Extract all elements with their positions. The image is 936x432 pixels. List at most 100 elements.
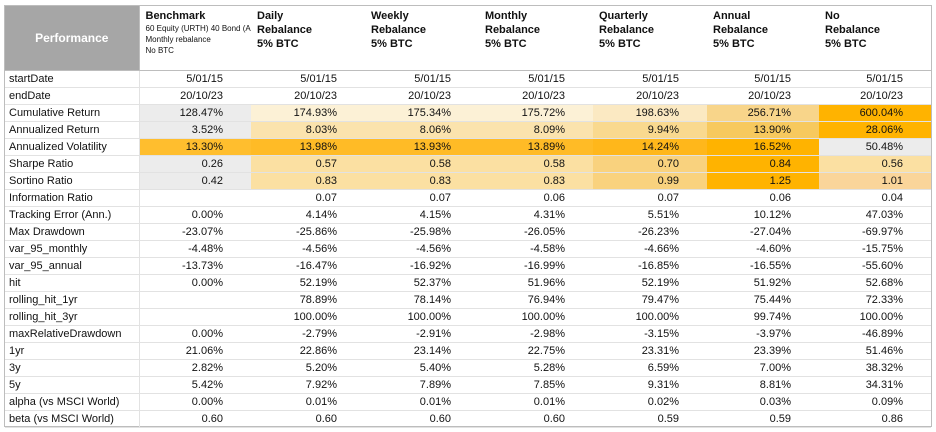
value-cell: 14.24% (593, 138, 707, 156)
data-row: Cumulative Return 128.47% 174.93% 175.34% 17… (5, 104, 931, 122)
row-label: Sharpe Ratio (5, 155, 140, 173)
value-cell: 23.14% (365, 342, 479, 360)
header-line: 5% BTC (713, 38, 755, 50)
value-cell: 0.00% (139, 206, 251, 224)
value-cell: -25.86% (251, 223, 365, 241)
value-cell: 3.52% (139, 121, 251, 139)
value-cell: 5/01/15 (479, 70, 593, 88)
value-cell: 0.86 (819, 410, 931, 428)
data-row: rolling_hit_1yr 78.89% 78.14% 76.94% 79.47% 7… (5, 291, 931, 309)
header-line: Rebalance (485, 24, 541, 36)
value-cell: 0.83 (365, 172, 479, 190)
value-cell (139, 189, 251, 207)
value-cell: 198.63% (593, 104, 707, 122)
value-cell: 99.74% (707, 308, 819, 326)
value-cell: 20/10/23 (365, 87, 479, 105)
data-row: 5y 5.42% 7.92% 7.89% 7.85% 9.31% 8.81% 34.31% (5, 376, 931, 394)
value-cell: 5/01/15 (139, 70, 251, 88)
row-label: rolling_hit_1yr (5, 291, 140, 309)
value-cell: 0.00% (139, 393, 251, 411)
value-cell: -25.98% (365, 223, 479, 241)
value-cell: 38.32% (819, 359, 931, 377)
header-line: 5% BTC (825, 38, 867, 50)
value-cell: 0.84 (707, 155, 819, 173)
value-cell: 7.92% (251, 376, 365, 394)
value-cell: 0.56 (819, 155, 931, 173)
value-cell: -4.60% (707, 240, 819, 258)
performance-table-frame: Performance Benchmark 60 Equity (URTH) 40 … (4, 5, 932, 428)
value-cell: 13.89% (479, 138, 593, 156)
data-row: 3y 2.82% 5.20% 5.40% 5.28% 6.59% 7.00% 38.32% (5, 359, 931, 377)
value-cell: 100.00% (479, 308, 593, 326)
value-cell: -2.98% (479, 325, 593, 343)
header-line: Monthly (485, 10, 528, 22)
value-cell: 8.03% (251, 121, 365, 139)
value-cell: -16.99% (479, 257, 593, 275)
value-cell: 4.15% (365, 206, 479, 224)
value-cell: 100.00% (365, 308, 479, 326)
column-header: Monthly Rebalance 5% BTC (479, 6, 593, 71)
value-cell: 13.93% (365, 138, 479, 156)
value-cell: 0.60 (139, 410, 251, 428)
value-cell: 9.94% (593, 121, 707, 139)
value-cell: 0.42 (139, 172, 251, 190)
value-cell: 0.06 (707, 189, 819, 207)
data-row: endDate 20/10/23 20/10/23 20/10/23 20/10/23 2… (5, 87, 931, 105)
value-cell: 0.07 (365, 189, 479, 207)
value-cell: 8.06% (365, 121, 479, 139)
row-label: Information Ratio (5, 189, 140, 207)
value-cell: 0.26 (139, 155, 251, 173)
value-cell: 5.42% (139, 376, 251, 394)
value-cell: 10.12% (707, 206, 819, 224)
value-cell: 7.00% (707, 359, 819, 377)
value-cell: 20/10/23 (819, 87, 931, 105)
row-label: startDate (5, 70, 140, 88)
value-cell: -26.05% (479, 223, 593, 241)
value-cell: -4.56% (365, 240, 479, 258)
row-label: Max Drawdown (5, 223, 140, 241)
data-row: var_95_annual -13.73% -16.47% -16.92% -16.99… (5, 257, 931, 275)
value-cell: 52.19% (593, 274, 707, 292)
value-cell: 5/01/15 (707, 70, 819, 88)
value-cell: 600.04% (819, 104, 931, 122)
value-cell: 13.98% (251, 138, 365, 156)
value-cell: 8.09% (479, 121, 593, 139)
value-cell: 5.28% (479, 359, 593, 377)
value-cell: 13.30% (139, 138, 251, 156)
row-label: Sortino Ratio (5, 172, 140, 190)
value-cell: 0.59 (593, 410, 707, 428)
value-cell: 0.60 (251, 410, 365, 428)
row-label: 1yr (5, 342, 140, 360)
value-cell: 16.52% (707, 138, 819, 156)
value-cell: 0.99 (593, 172, 707, 190)
header-row: Performance Benchmark 60 Equity (URTH) 40 … (5, 6, 931, 71)
row-label: maxRelativeDrawdown (5, 325, 140, 343)
value-cell: 21.06% (139, 342, 251, 360)
header-line: Quarterly (599, 10, 648, 22)
value-cell: 47.03% (819, 206, 931, 224)
value-cell: 2.82% (139, 359, 251, 377)
row-label: beta (vs MSCI World) (5, 410, 140, 428)
data-row: 1yr 21.06% 22.86% 23.14% 22.75% 23.31% 23.39% 5… (5, 342, 931, 360)
header-line: Weekly (371, 10, 409, 22)
value-cell: -4.48% (139, 240, 251, 258)
value-cell: 7.85% (479, 376, 593, 394)
header-line: Rebalance (599, 24, 655, 36)
header-line: Daily (257, 10, 284, 22)
value-cell: 51.46% (819, 342, 931, 360)
value-cell: 175.72% (479, 104, 593, 122)
data-row: alpha (vs MSCI World) 0.00% 0.01% 0.01% 0.01… (5, 393, 931, 411)
value-cell: 20/10/23 (479, 87, 593, 105)
value-cell: 78.89% (251, 291, 365, 309)
value-cell: 0.03% (707, 393, 819, 411)
performance-table: Performance Benchmark 60 Equity (URTH) 40 … (5, 6, 931, 428)
data-row: startDate 5/01/15 5/01/15 5/01/15 5/01/15 5/0… (5, 70, 931, 88)
column-header: No Rebalance 5% BTC (819, 6, 931, 71)
value-cell: -55.60% (819, 257, 931, 275)
value-cell: 0.59 (707, 410, 819, 428)
row-label: endDate (5, 87, 140, 105)
value-cell: -13.73% (139, 257, 251, 275)
data-row: maxRelativeDrawdown 0.00% -2.79% -2.91% -2.9… (5, 325, 931, 343)
row-label: 5y (5, 376, 140, 394)
